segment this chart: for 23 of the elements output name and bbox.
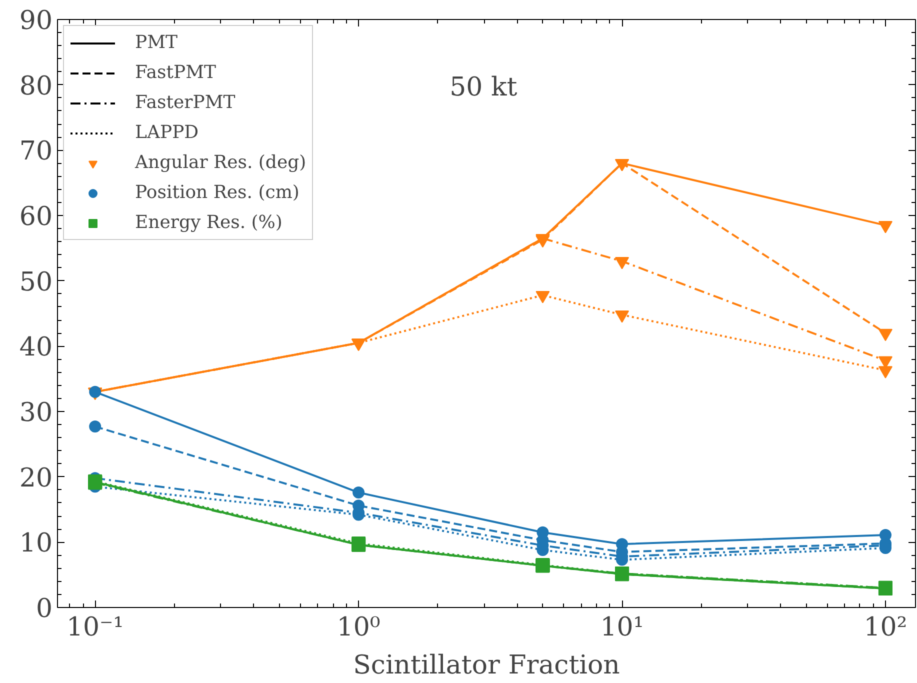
y-tick-label: 10 xyxy=(19,528,53,559)
legend-label: PMT xyxy=(135,32,178,53)
x-axis-title: Scintillator Fraction xyxy=(353,650,620,680)
y-tick-label: 70 xyxy=(19,136,53,167)
legend-label: Angular Res. (deg) xyxy=(135,152,306,173)
y-tick-label: 30 xyxy=(19,398,53,428)
x-tick-label: 10⁻¹ xyxy=(66,612,124,642)
legend-label: LAPPD xyxy=(135,122,199,143)
y-tick-label: 20 xyxy=(19,463,53,494)
x-tick-label: 10⁰ xyxy=(336,612,380,642)
legend-label: FasterPMT xyxy=(135,92,236,113)
legend-label: Position Res. (cm) xyxy=(135,182,300,203)
y-tick-label: 60 xyxy=(19,202,53,232)
y-tick-label: 50 xyxy=(19,267,53,298)
x-tick-label: 10² xyxy=(864,612,908,642)
legend-label: FastPMT xyxy=(135,62,216,83)
y-tick-label: 80 xyxy=(19,71,53,102)
y-tick-label: 40 xyxy=(19,332,53,363)
x-tick-label: 10¹ xyxy=(600,612,644,642)
legend-label: Energy Res. (%) xyxy=(135,212,282,233)
annotation: 50 kt xyxy=(450,72,518,102)
y-tick-label: 90 xyxy=(19,6,53,36)
y-tick-label: 0 xyxy=(36,594,53,624)
